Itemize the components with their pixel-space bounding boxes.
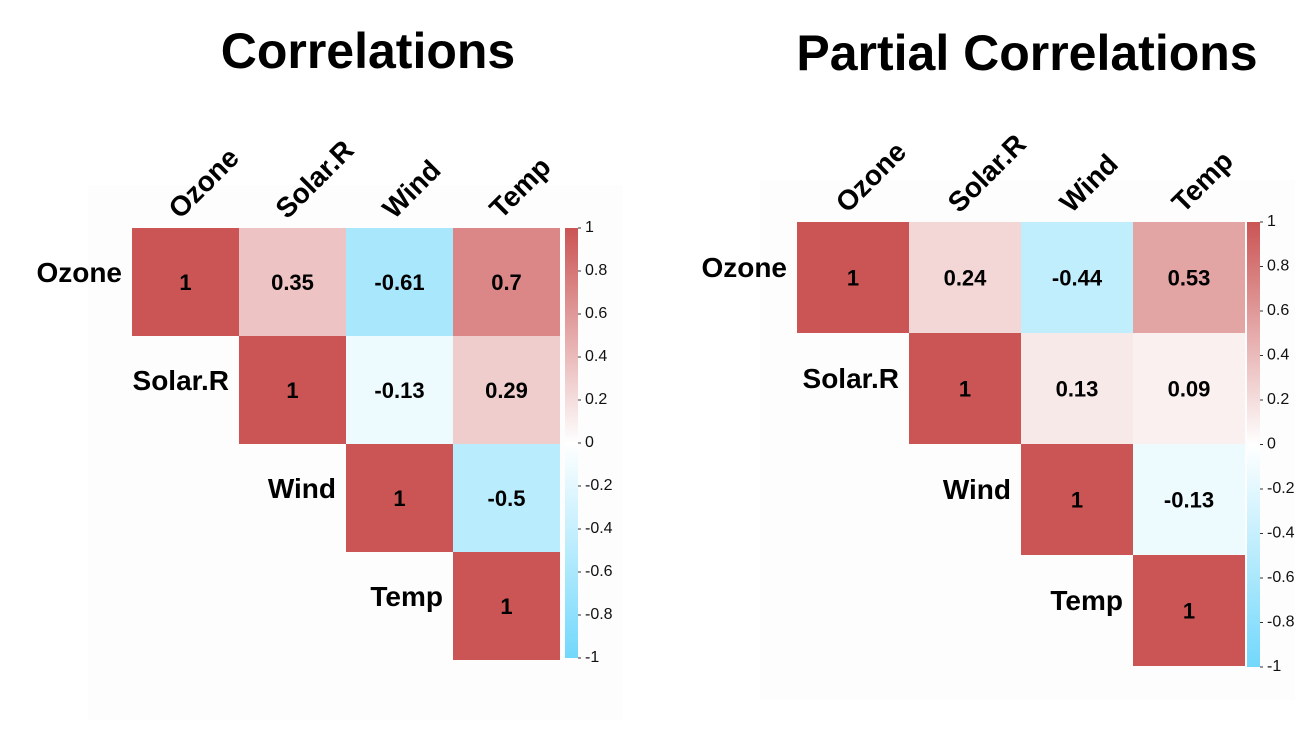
partial-correlations-panel: Partial Correlations 1 0.24 -0.44 0.53 1 0.13 0… — [701, 25, 1295, 700]
colorbar — [1247, 222, 1260, 667]
cell-value-label: -0.61 — [374, 270, 424, 295]
colorbar-tick-label: 1 — [585, 219, 594, 236]
colorbar-tick-label: 0.4 — [585, 348, 607, 365]
row-label-solar-r: Solar.R — [803, 363, 899, 394]
colorbar-tick-label: -0.2 — [585, 477, 613, 494]
colorbar-tick-label: 0.6 — [585, 305, 607, 322]
colorbar-tick-label: 0.6 — [1267, 302, 1289, 319]
colorbar-tick-label: -0.8 — [1267, 614, 1295, 631]
cell-value-label: 1 — [286, 378, 298, 403]
cell-value-label: 1 — [1183, 598, 1195, 623]
colorbar-tick-label: 0.8 — [1267, 258, 1289, 275]
cell-value-label: 0.35 — [271, 270, 314, 295]
row-label-wind: Wind — [943, 474, 1011, 505]
cell-value-label: 0.24 — [944, 265, 988, 290]
cell-value-label: -0.44 — [1052, 265, 1103, 290]
cell-value-label: -0.13 — [1164, 487, 1214, 512]
colorbar-tick-label: 0 — [585, 434, 594, 451]
cell-value-label: 0.13 — [1056, 376, 1099, 401]
cell-value-label: 1 — [500, 594, 512, 619]
colorbar-tick-label: 0.2 — [1267, 391, 1289, 408]
colorbar-tick-label: -1 — [1267, 658, 1281, 675]
colorbar-tick-label: -0.8 — [585, 606, 613, 623]
row-label-solar-r: Solar.R — [133, 365, 229, 396]
colorbar-tick-label: -0.4 — [585, 520, 613, 537]
cell-value-label: 1 — [847, 265, 859, 290]
cell-value-label: 0.53 — [1168, 265, 1211, 290]
colorbar-tick-label: 0.4 — [1267, 347, 1289, 364]
cell-value-label: -0.13 — [374, 378, 424, 403]
row-label-temp: Temp — [1050, 585, 1123, 616]
chart-title: Partial Correlations — [796, 25, 1257, 81]
cell-value-label: 1 — [393, 486, 405, 511]
colorbar-tick-label: 0.2 — [585, 391, 607, 408]
cell-value-label: 0.7 — [491, 270, 522, 295]
cell-value-label: 1 — [1071, 487, 1083, 512]
colorbar-tick-label: -1 — [585, 649, 599, 666]
cell-value-label: -0.5 — [488, 486, 526, 511]
colorbar — [565, 228, 578, 658]
cell-value-label: 0.09 — [1168, 376, 1211, 401]
row-label-ozone: Ozone — [36, 257, 122, 288]
chart-title: Correlations — [221, 23, 516, 79]
colorbar-tick-label: 0.8 — [585, 262, 607, 279]
colorbar-tick-label: -0.2 — [1267, 480, 1295, 497]
cell-value-label: 0.29 — [485, 378, 528, 403]
colorbar-tick-label: -0.6 — [585, 563, 613, 580]
row-label-wind: Wind — [268, 473, 336, 504]
colorbar-tick-label: 0 — [1267, 436, 1276, 453]
row-label-temp: Temp — [370, 581, 443, 612]
cell-value-label: 1 — [179, 270, 191, 295]
colorbar-tick-label: 1 — [1267, 213, 1276, 230]
row-label-ozone: Ozone — [701, 252, 787, 283]
cell-value-label: 1 — [959, 376, 971, 401]
colorbar-tick-label: -0.4 — [1267, 525, 1295, 542]
colorbar-tick-label: -0.6 — [1267, 569, 1295, 586]
